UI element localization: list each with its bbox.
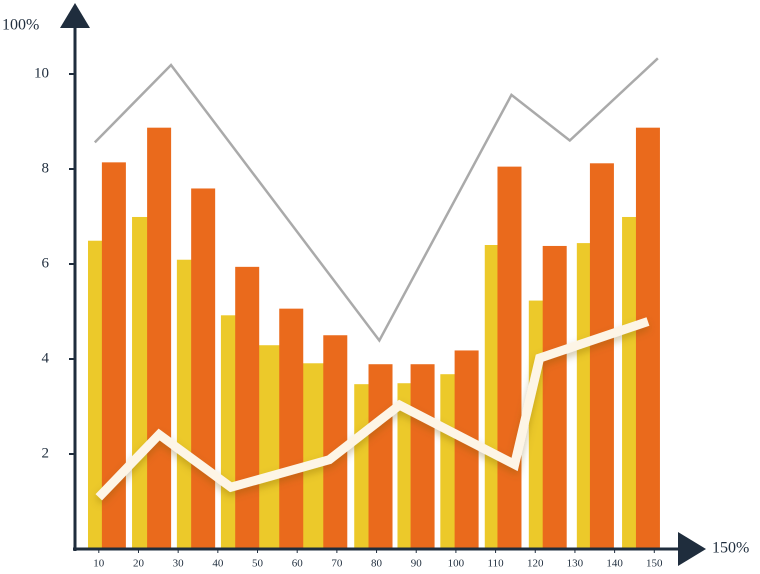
- x-tick-label: 140: [606, 558, 623, 570]
- y-tick-label: 2: [42, 445, 50, 461]
- x-tick-label: 90: [411, 558, 423, 570]
- y-tick-label: 10: [34, 65, 49, 81]
- y-axis-arrow: [60, 3, 90, 28]
- x-tick-label: 70: [331, 558, 343, 570]
- line: [95, 317, 650, 501]
- bar: [542, 245, 567, 549]
- x-axis-label: 150%: [712, 540, 749, 557]
- x-axis-arrow: [678, 532, 706, 566]
- bar: [191, 188, 216, 549]
- bar: [235, 266, 260, 549]
- line: [93, 57, 659, 343]
- x-tick-label: 40: [212, 558, 224, 570]
- bar: [635, 127, 660, 550]
- bar: [589, 163, 614, 550]
- bar: [497, 166, 522, 549]
- x-tick-label: 130: [567, 558, 584, 570]
- y-tick-label: 8: [42, 160, 50, 176]
- y-axis-label: 100%: [2, 17, 39, 34]
- x-tick-label: 120: [527, 558, 544, 570]
- bar: [257, 345, 282, 549]
- bar: [301, 363, 326, 549]
- x-tick-label: 100: [448, 558, 465, 570]
- x-tick-label: 10: [93, 558, 105, 570]
- bar: [279, 308, 304, 549]
- x-tick-label: 50: [252, 558, 264, 570]
- bar: [323, 335, 348, 549]
- x-tick-label: 60: [292, 558, 304, 570]
- x-tick-label: 20: [133, 558, 145, 570]
- x-tick-label: 30: [173, 558, 185, 570]
- x-tick-label: 150: [646, 558, 663, 570]
- bar: [147, 127, 172, 550]
- x-tick-label: 110: [488, 558, 505, 570]
- bar: [410, 364, 435, 549]
- x-tick-label: 80: [371, 558, 383, 570]
- bar: [454, 350, 479, 549]
- bar: [368, 364, 393, 549]
- y-tick-label: 6: [42, 255, 50, 271]
- y-tick-label: 4: [42, 350, 50, 366]
